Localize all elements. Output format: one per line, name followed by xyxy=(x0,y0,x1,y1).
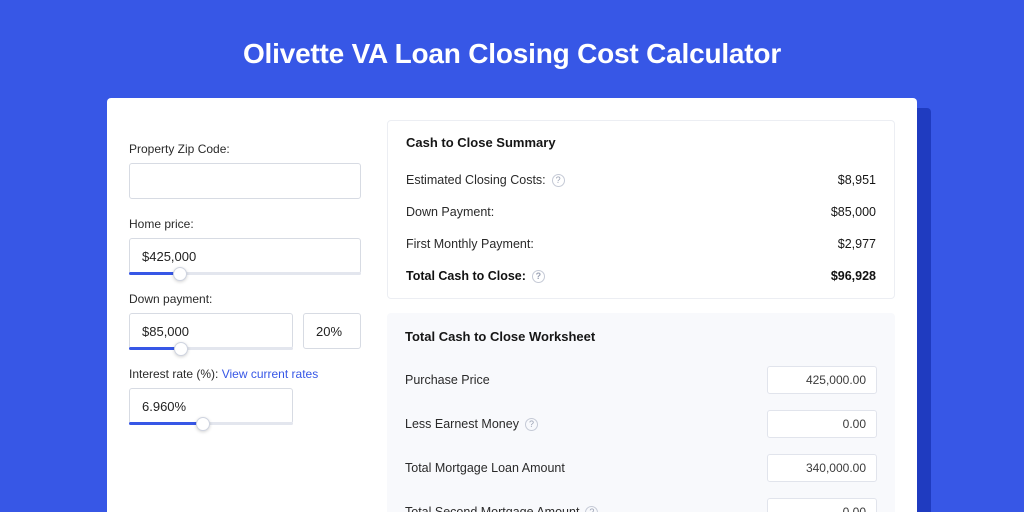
help-icon[interactable]: ? xyxy=(525,418,538,431)
worksheet-row-input[interactable] xyxy=(767,366,877,394)
summary-row-label-text: First Monthly Payment: xyxy=(406,237,534,251)
worksheet-row: Total Mortgage Loan Amount xyxy=(405,446,877,490)
interest-rate-slider-thumb[interactable] xyxy=(196,417,210,431)
summary-row-label: First Monthly Payment: xyxy=(406,237,534,251)
summary-title: Cash to Close Summary xyxy=(406,135,876,150)
worksheet-row-input[interactable] xyxy=(767,498,877,512)
worksheet-row-label-text: Less Earnest Money xyxy=(405,417,519,431)
help-icon[interactable]: ? xyxy=(552,174,565,187)
home-price-slider-wrap xyxy=(129,238,361,274)
summary-panel: Cash to Close Summary Estimated Closing … xyxy=(387,120,895,299)
summary-row-value: $85,000 xyxy=(831,205,876,219)
interest-rate-label-row: Interest rate (%): View current rates xyxy=(129,367,361,381)
worksheet-row: Less Earnest Money? xyxy=(405,402,877,446)
worksheet-row-label-text: Total Second Mortgage Amount xyxy=(405,505,579,512)
summary-row: Total Cash to Close:? $96,928 xyxy=(406,260,876,292)
page-title: Olivette VA Loan Closing Cost Calculator xyxy=(0,0,1024,98)
worksheet-row: Purchase Price xyxy=(405,358,877,402)
summary-row-label-text: Total Cash to Close: xyxy=(406,269,526,283)
down-payment-pct-input[interactable] xyxy=(303,313,361,349)
worksheet-row-label-text: Total Mortgage Loan Amount xyxy=(405,461,565,475)
summary-row-label: Estimated Closing Costs:? xyxy=(406,173,565,187)
down-payment-field: Down payment: xyxy=(129,292,361,349)
summary-row-label-text: Down Payment: xyxy=(406,205,494,219)
view-rates-link[interactable]: View current rates xyxy=(222,367,319,381)
interest-rate-field: Interest rate (%): View current rates xyxy=(129,367,361,424)
zip-input[interactable] xyxy=(129,163,361,199)
interest-rate-slider-wrap xyxy=(129,388,293,424)
calculator-card-wrap: Property Zip Code: Home price: Down paym… xyxy=(107,98,917,512)
worksheet-title: Total Cash to Close Worksheet xyxy=(405,329,877,344)
summary-rows: Estimated Closing Costs:? $8,951 Down Paym… xyxy=(406,164,876,292)
summary-row-label: Total Cash to Close:? xyxy=(406,269,545,283)
worksheet-rows: Purchase Price Less Earnest Money? Total M… xyxy=(405,358,877,512)
worksheet-row-label: Total Second Mortgage Amount? xyxy=(405,505,598,512)
summary-row-value: $96,928 xyxy=(831,269,876,283)
zip-label: Property Zip Code: xyxy=(129,142,361,156)
summary-row-label-text: Estimated Closing Costs: xyxy=(406,173,546,187)
worksheet-row-input[interactable] xyxy=(767,410,877,438)
down-payment-input[interactable] xyxy=(129,313,293,349)
summary-row: First Monthly Payment: $2,977 xyxy=(406,228,876,260)
worksheet-row-label-text: Purchase Price xyxy=(405,373,490,387)
interest-rate-slider-fill xyxy=(129,422,203,425)
home-price-label: Home price: xyxy=(129,217,361,231)
interest-rate-input[interactable] xyxy=(129,388,293,424)
down-payment-label: Down payment: xyxy=(129,292,361,306)
worksheet-panel: Total Cash to Close Worksheet Purchase P… xyxy=(387,313,895,512)
results-column: Cash to Close Summary Estimated Closing … xyxy=(387,116,895,512)
summary-row: Estimated Closing Costs:? $8,951 xyxy=(406,164,876,196)
summary-row-label: Down Payment: xyxy=(406,205,494,219)
down-payment-slider-thumb[interactable] xyxy=(174,342,188,356)
interest-rate-label: Interest rate (%): xyxy=(129,367,218,381)
down-payment-slider-wrap xyxy=(129,313,293,349)
worksheet-row-label: Total Mortgage Loan Amount xyxy=(405,461,565,475)
calculator-card: Property Zip Code: Home price: Down paym… xyxy=(107,98,917,512)
worksheet-row-input[interactable] xyxy=(767,454,877,482)
summary-row-value: $8,951 xyxy=(838,173,876,187)
worksheet-row-label: Less Earnest Money? xyxy=(405,417,538,431)
inputs-column: Property Zip Code: Home price: Down paym… xyxy=(129,116,361,512)
worksheet-row-label: Purchase Price xyxy=(405,373,490,387)
home-price-input[interactable] xyxy=(129,238,361,274)
help-icon[interactable]: ? xyxy=(585,506,598,512)
help-icon[interactable]: ? xyxy=(532,270,545,283)
home-price-field: Home price: xyxy=(129,217,361,274)
home-price-slider-thumb[interactable] xyxy=(173,267,187,281)
down-payment-row xyxy=(129,313,361,349)
summary-row-value: $2,977 xyxy=(838,237,876,251)
zip-field: Property Zip Code: xyxy=(129,142,361,199)
worksheet-row: Total Second Mortgage Amount? xyxy=(405,490,877,512)
summary-row: Down Payment: $85,000 xyxy=(406,196,876,228)
